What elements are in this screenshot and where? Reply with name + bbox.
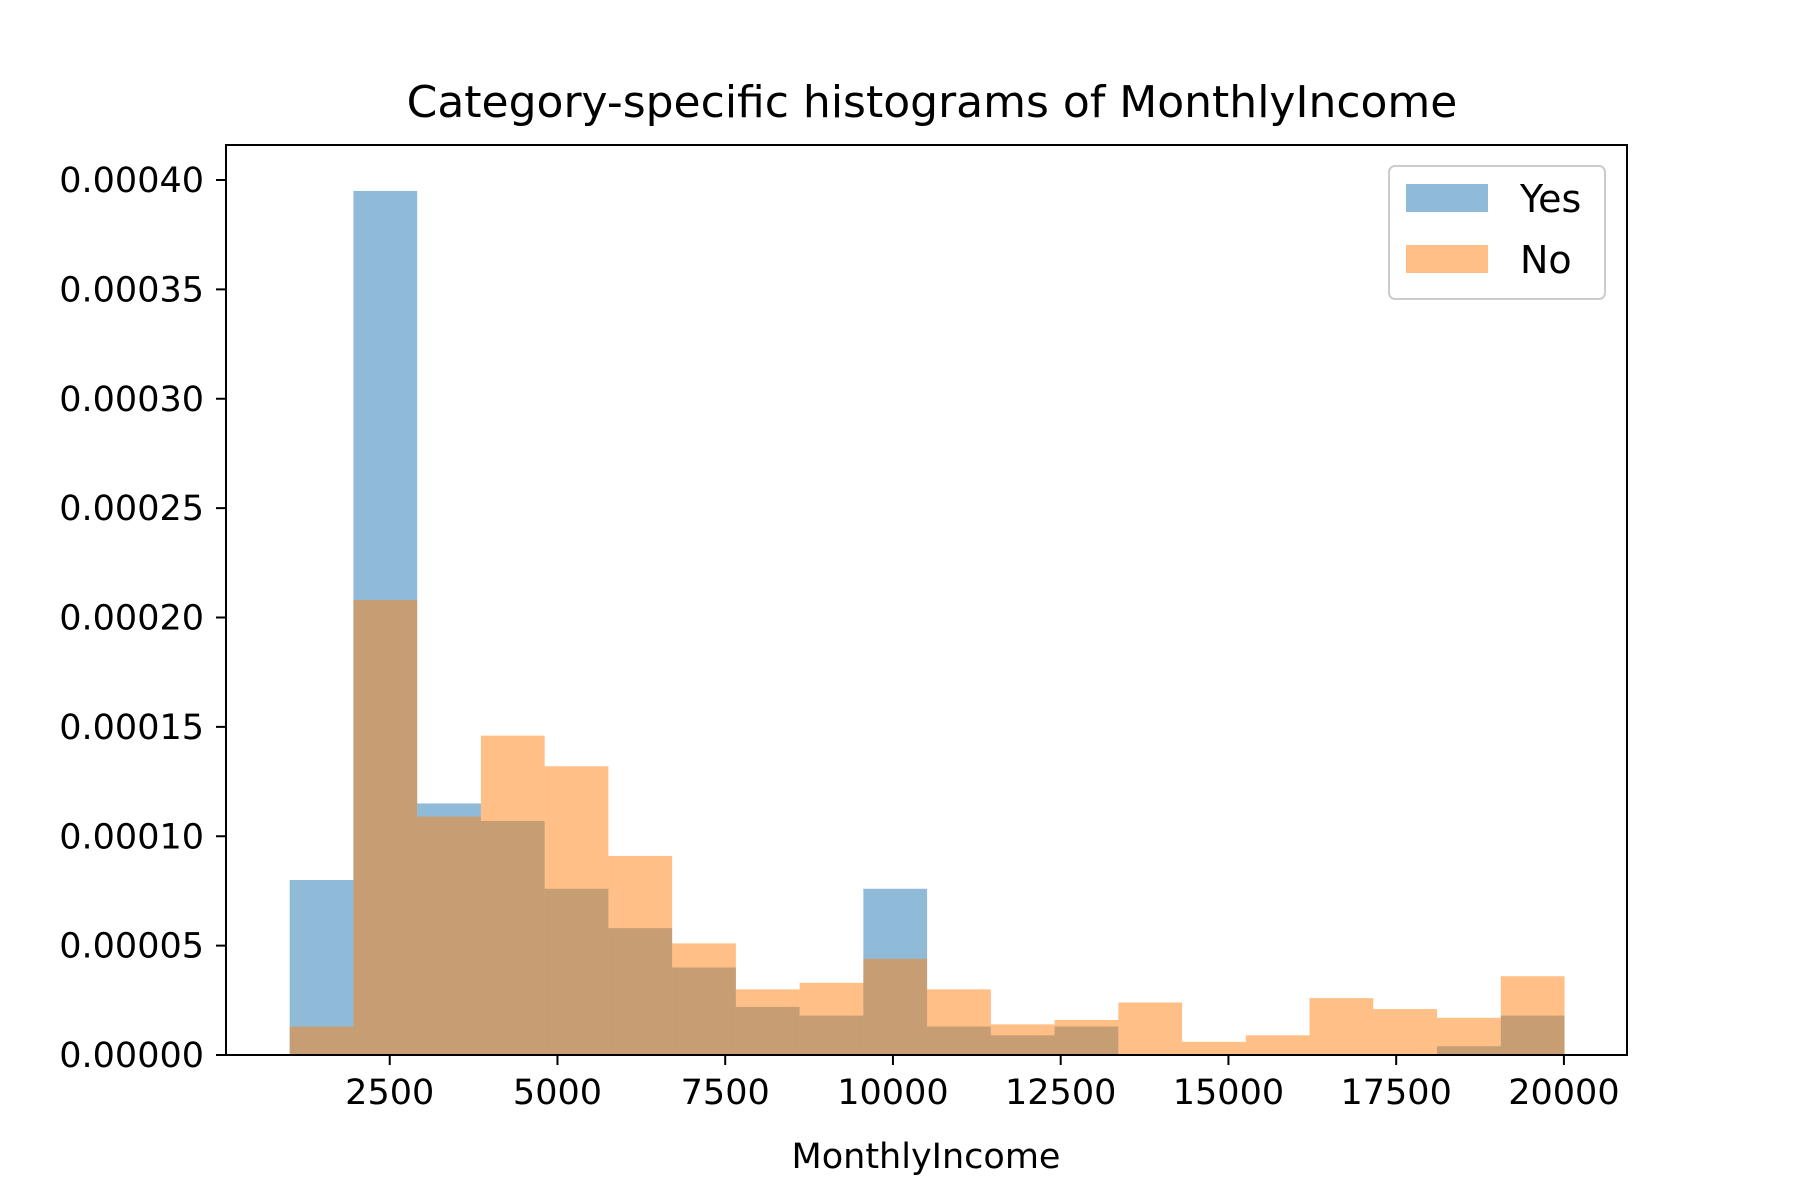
bar-no-14: [1182, 1041, 1246, 1055]
x-tick-label-6: 17500: [1341, 1073, 1452, 1113]
x-axis-ticks: 2500 5000 7500 10000 12500 15000 17500 20000: [345, 1055, 1620, 1113]
bar-no-18: [1437, 1017, 1501, 1055]
bar-no-4: [544, 766, 609, 1055]
bar-no-6: [672, 943, 736, 1055]
bars-layer: [289, 190, 1565, 1055]
y-tick-label-7: 0.00035: [59, 270, 204, 310]
x-tick-label-7: 20000: [1508, 1073, 1619, 1113]
x-axis-label: MonthlyIncome: [792, 1137, 1061, 1177]
legend-label-yes: Yes: [1519, 177, 1581, 221]
x-tick-label-2: 7500: [681, 1073, 770, 1113]
legend: Yes No: [1388, 165, 1606, 300]
bar-no-2: [417, 816, 481, 1055]
y-tick-label-1: 0.00005: [59, 927, 204, 967]
bar-no-1: [353, 600, 418, 1055]
y-tick-label-2: 0.00010: [59, 817, 204, 857]
legend-label-no: No: [1520, 238, 1572, 282]
bar-no-16: [1309, 998, 1374, 1055]
y-tick-label-6: 0.00030: [59, 380, 204, 420]
y-tick-label-8: 0.00040: [59, 161, 204, 201]
legend-swatch-no: [1406, 245, 1488, 273]
bar-no-7: [735, 989, 800, 1055]
bar-no-11: [990, 1024, 1055, 1055]
plot-frame: [225, 144, 1628, 1056]
bar-no-19: [1500, 976, 1565, 1055]
y-tick-label-3: 0.00015: [59, 708, 204, 748]
x-tick-label-4: 12500: [1005, 1073, 1116, 1113]
bar-no-9: [863, 958, 928, 1055]
y-tick-label-4: 0.00020: [59, 599, 204, 639]
chart-title: Category-specific histograms of MonthlyI…: [407, 77, 1458, 128]
bar-yes-0: [289, 880, 354, 1055]
bar-no-15: [1245, 1035, 1310, 1055]
bar-no-17: [1373, 1009, 1438, 1055]
x-tick-label-1: 5000: [513, 1073, 602, 1113]
bar-no-13: [1118, 1002, 1183, 1055]
bar-no-10: [927, 989, 991, 1055]
y-axis-ticks: 0.00000 0.00005 0.00010 0.00015 0.00020 0.000…: [59, 161, 226, 1076]
legend-swatch-yes: [1406, 184, 1488, 212]
x-tick-label-0: 2500: [345, 1073, 434, 1113]
bar-no-8: [799, 982, 864, 1055]
bar-no-5: [608, 855, 673, 1055]
y-tick-label-0: 0.00000: [59, 1036, 204, 1076]
x-tick-label-3: 10000: [837, 1073, 948, 1113]
x-tick-label-5: 15000: [1173, 1073, 1284, 1113]
bar-no-12: [1054, 1020, 1119, 1055]
bar-no-3: [480, 735, 545, 1055]
y-tick-label-5: 0.00025: [59, 489, 204, 529]
bar-no-0: [289, 1026, 354, 1055]
